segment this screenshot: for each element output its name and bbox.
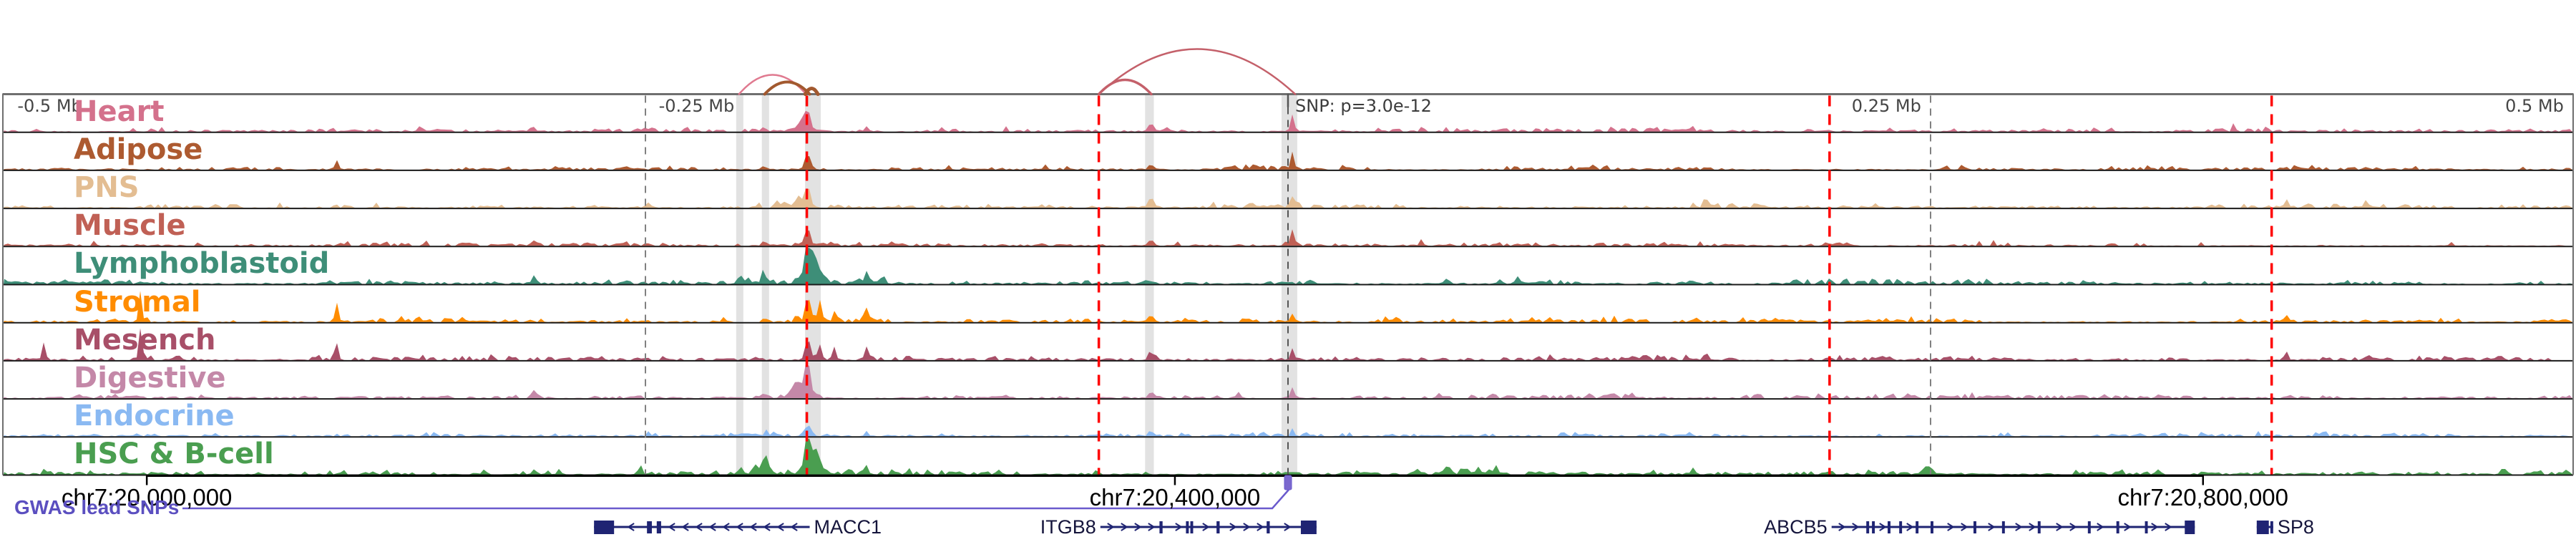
gene-exon xyxy=(2145,521,2148,533)
gene-exon xyxy=(1872,521,1875,533)
strand-arrow xyxy=(790,523,798,531)
gene-exon xyxy=(1899,521,1903,533)
interaction-arc xyxy=(803,87,820,96)
gene-exon xyxy=(2185,521,2195,534)
strand-arrow xyxy=(2151,523,2159,531)
strand-arrow xyxy=(1988,523,1996,531)
track-label-heart: Heart xyxy=(74,95,165,128)
strand-arrow xyxy=(1906,523,1914,531)
gwas-lead-snps-label: GWAS lead SNPs xyxy=(14,496,180,518)
gene-exon xyxy=(1267,521,1270,533)
strand-arrow xyxy=(1107,523,1115,531)
gwas-connector xyxy=(182,489,1289,510)
gene-label-itgb8: ITGB8 xyxy=(1040,516,1096,537)
gene-exon xyxy=(1300,521,1317,534)
strand-arrow xyxy=(1257,523,1264,531)
gwas-snp-marker xyxy=(1284,475,1292,490)
strand-arrow xyxy=(1879,523,1887,531)
gene-exon xyxy=(2037,521,2041,533)
gene-exon xyxy=(1931,521,1933,533)
snp-pvalue-label: SNP: p=3.0e-12 xyxy=(1295,96,1432,116)
strand-arrow xyxy=(776,523,784,531)
track-label-mesench: Mesench xyxy=(74,323,216,357)
gene-exon xyxy=(1159,521,1163,533)
strand-arrow xyxy=(749,523,757,531)
track-label-digestive: Digestive xyxy=(74,361,226,395)
gene-exon xyxy=(1216,521,1220,533)
gene-exon xyxy=(647,521,652,533)
gene-exon xyxy=(2256,521,2269,534)
strand-arrow xyxy=(1947,523,1955,531)
gene-exon xyxy=(2001,521,2005,533)
strand-arrow xyxy=(695,523,703,531)
gene-exon xyxy=(2116,521,2119,533)
strand-arrow xyxy=(668,523,675,531)
gene-exon xyxy=(2270,521,2273,533)
strand-arrow xyxy=(1852,523,1860,531)
track-label-endocrine: Endocrine xyxy=(74,400,235,433)
signal-endocrine xyxy=(4,425,2572,437)
strand-arrow xyxy=(627,523,635,531)
strand-arrow xyxy=(1838,523,1846,531)
strand-arrow xyxy=(2165,523,2172,531)
track-label-pns: PNS xyxy=(74,170,140,204)
gene-exon xyxy=(1866,521,1870,533)
strand-arrow xyxy=(1134,523,1142,531)
strand-arrow xyxy=(2056,523,2064,531)
strand-arrow xyxy=(2069,523,2077,531)
axis-tick-label: -0.25 Mb xyxy=(658,96,735,116)
strand-arrow xyxy=(2029,523,2036,531)
gene-exon xyxy=(1186,521,1189,533)
track-label-muscle: Muscle xyxy=(74,209,186,243)
strand-arrow xyxy=(1284,523,1292,531)
strand-arrow xyxy=(1148,523,1156,531)
gene-exon xyxy=(1888,521,1890,533)
gene-label-abcb5: ABCB5 xyxy=(1764,516,1828,537)
axis-tick-label: 0.5 Mb xyxy=(2505,96,2564,116)
strand-arrow xyxy=(2015,523,2023,531)
axis-tick-label: 0.25 Mb xyxy=(1851,96,1921,116)
strand-arrow xyxy=(722,523,730,531)
strand-arrow xyxy=(2124,523,2132,531)
strand-arrow xyxy=(763,523,771,531)
interaction-arc xyxy=(1097,78,1153,96)
gene-exon xyxy=(1916,521,1919,533)
ruler-label: chr7:20,400,000 xyxy=(1089,484,1261,511)
track-label-stromal: Stromal xyxy=(74,285,201,319)
track-label-hsc-b-cell: HSC & B-cell xyxy=(74,437,274,471)
gene-label-macc1: MACC1 xyxy=(814,516,882,537)
track-label-lymphoblastoid: Lymphoblastoid xyxy=(74,247,330,281)
strand-arrow xyxy=(1121,523,1128,531)
gene-exon xyxy=(656,521,661,533)
ruler-label: chr7:20,000,000 xyxy=(61,484,233,511)
strand-arrow xyxy=(1175,523,1183,531)
strand-arrow xyxy=(708,523,716,531)
gene-exon xyxy=(2087,521,2091,533)
interaction-arc xyxy=(763,80,811,96)
gene-label-sp8: SP8 xyxy=(2277,516,2314,537)
gene-exon xyxy=(1190,521,1194,533)
interaction-arc xyxy=(1098,48,1297,95)
axis-tick-label: -0.5 Mb xyxy=(17,96,82,116)
strand-arrow xyxy=(1243,523,1251,531)
strand-arrow xyxy=(1961,523,1968,531)
gene-exon xyxy=(594,521,615,534)
strand-arrow xyxy=(736,523,743,531)
strand-arrow xyxy=(1202,523,1210,531)
track-label-adipose: Adipose xyxy=(74,132,203,166)
gene-exon xyxy=(1973,521,1976,533)
strand-arrow xyxy=(2097,523,2104,531)
strand-arrow xyxy=(1229,523,1237,531)
strand-arrow xyxy=(681,523,689,531)
ruler-label: chr7:20,800,000 xyxy=(2117,484,2289,511)
